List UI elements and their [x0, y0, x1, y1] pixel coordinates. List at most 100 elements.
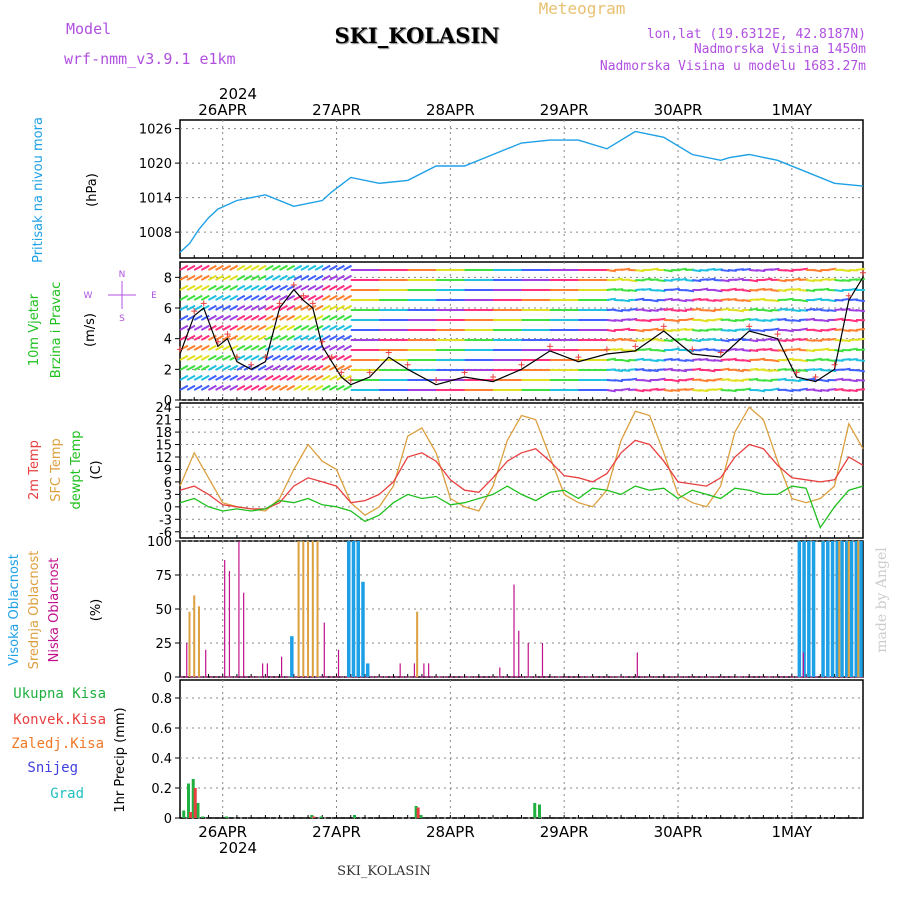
compass-n: N	[119, 270, 126, 280]
wind-barb	[635, 297, 645, 301]
precip-bar	[196, 803, 200, 818]
wind-barb	[193, 304, 203, 311]
wind-barb	[229, 304, 239, 311]
wind-barb	[813, 329, 823, 333]
wind-barb	[222, 304, 232, 311]
wind-barb	[321, 334, 331, 341]
wind-barb	[300, 274, 310, 281]
y-tick-label: 0.4	[151, 752, 172, 767]
wind-barb	[243, 374, 253, 381]
wind-barb	[236, 264, 246, 271]
wind-barb	[200, 384, 210, 391]
wind-barb	[321, 324, 331, 331]
wind-barb	[264, 374, 274, 381]
gust-marker	[248, 361, 255, 368]
wind-barb	[841, 367, 851, 371]
wind-barb	[215, 304, 224, 311]
precip-legend-item: Konvek.Kisa	[13, 712, 106, 728]
wind-barb	[264, 274, 274, 281]
wind-barb	[314, 274, 324, 281]
wind-barb	[670, 319, 680, 323]
wind-barb	[286, 384, 296, 391]
y-tick-label: 1014	[139, 192, 172, 207]
wind-barb	[193, 364, 203, 371]
wind-barb	[193, 314, 203, 321]
wind-barb	[179, 354, 189, 361]
wind-barb	[670, 287, 680, 291]
y-tick-label: 8	[164, 271, 172, 286]
wind-barb	[777, 377, 787, 381]
wind-barb	[193, 324, 203, 331]
gust-marker	[300, 292, 307, 299]
cloud-bar	[290, 636, 294, 677]
wind-barb	[215, 264, 224, 271]
cloud-bar	[188, 611, 191, 677]
wind-barb	[236, 324, 246, 331]
wind-barb	[222, 354, 232, 361]
wind-barb	[279, 264, 288, 271]
gust-marker	[845, 292, 852, 299]
wind-barb	[343, 294, 353, 301]
wind-barb	[250, 334, 260, 341]
wind-barb	[336, 264, 345, 271]
wind-barb	[286, 264, 296, 271]
bottom-day-label: 28APR	[426, 823, 475, 841]
wind-barb	[193, 334, 203, 341]
wind-barb	[279, 294, 288, 301]
wind-barb	[307, 344, 317, 351]
wind-barb	[300, 374, 310, 381]
gust-marker	[385, 349, 392, 356]
wind-barb	[236, 294, 246, 301]
wind-barb	[179, 364, 189, 371]
wind-barb	[635, 389, 645, 393]
pressure-unit-label: (hPa)	[85, 173, 100, 207]
wind-barb	[279, 314, 288, 321]
wind-barb	[207, 364, 217, 371]
gust-marker	[224, 331, 231, 338]
wind-barb	[300, 334, 310, 341]
wind-barb	[215, 344, 224, 351]
wind-barb	[229, 314, 239, 321]
wind-barb	[222, 284, 232, 291]
wind-barb	[222, 334, 232, 341]
wind-barb	[620, 359, 631, 363]
wind-barb	[179, 274, 189, 281]
y-tick-label: 25	[155, 637, 172, 652]
wind-barb	[286, 374, 296, 381]
wind-barb	[193, 374, 203, 381]
cloud-bar	[347, 541, 351, 677]
wind-barb	[777, 279, 787, 283]
panel-wind: 0 2 4 6 8 10m Vjetar Brzina i Pravac (m/s) N E S W	[27, 261, 866, 409]
wind-barb	[606, 357, 616, 361]
wind-barb	[300, 364, 310, 371]
gust-marker	[518, 361, 525, 368]
wind-barb	[321, 304, 331, 311]
wind-barb	[229, 324, 239, 331]
bottom-day-labels: 26APR 27APR 28APR 29APR 30APR 1MAY	[198, 823, 813, 841]
wind-barb	[314, 314, 324, 321]
sfc-temp-line	[179, 406, 864, 516]
wind-barb	[257, 294, 267, 301]
wind-barb	[699, 319, 709, 323]
wind-barb	[328, 314, 338, 321]
wind-barb	[763, 309, 773, 313]
wind-barb	[663, 329, 673, 333]
gust-marker	[262, 354, 269, 361]
wind-axis-label-2: Brzina i Pravac	[49, 282, 64, 379]
wind-barb	[293, 324, 303, 331]
wind-barb	[272, 294, 281, 301]
gust-marker	[200, 300, 207, 307]
wind-barb	[307, 384, 317, 391]
wind-barb	[186, 384, 196, 391]
wind-barb	[300, 284, 310, 291]
wind-barb	[314, 384, 324, 391]
wind-barb	[307, 374, 317, 381]
cloud-bar	[302, 541, 305, 677]
year-bottom: 2024	[219, 839, 257, 857]
precip-bar	[224, 816, 228, 818]
gust-marker	[338, 369, 345, 376]
y-tick-label: 0.8	[151, 692, 172, 707]
wind-barb	[193, 384, 203, 391]
wind-barb	[229, 354, 239, 361]
